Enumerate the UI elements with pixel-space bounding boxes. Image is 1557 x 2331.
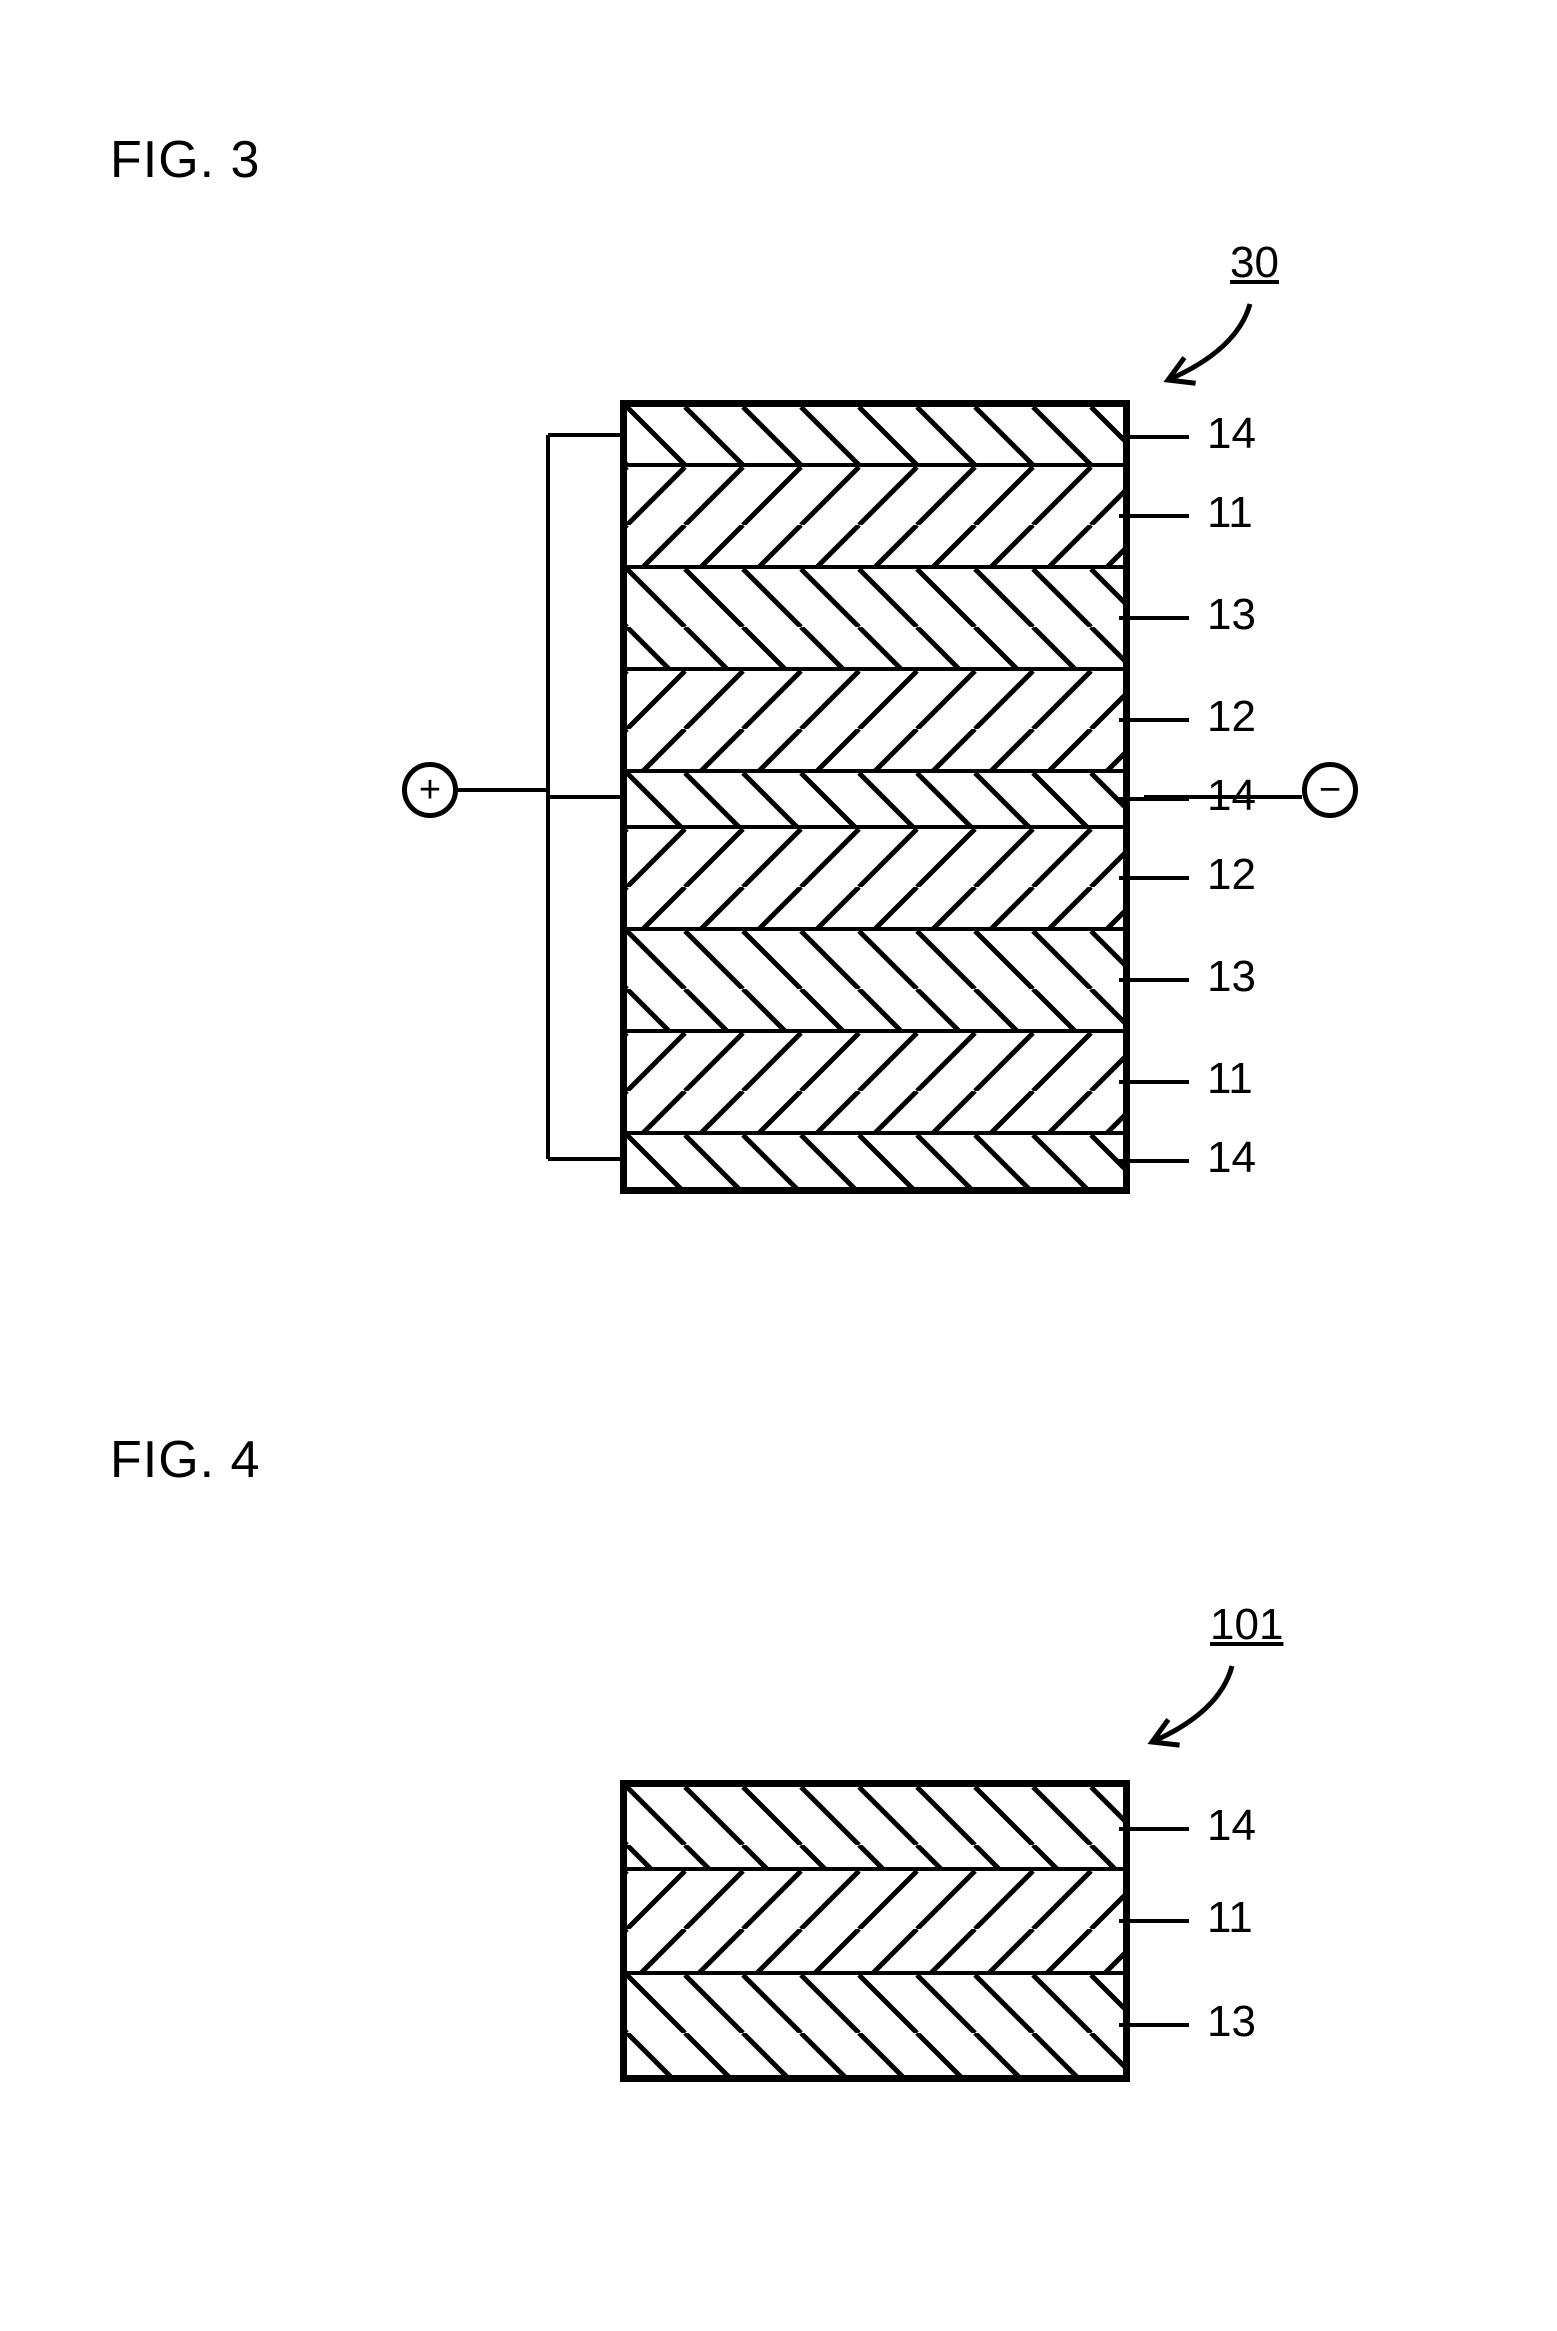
fig4-assembly-arrow [0, 0, 1557, 2331]
